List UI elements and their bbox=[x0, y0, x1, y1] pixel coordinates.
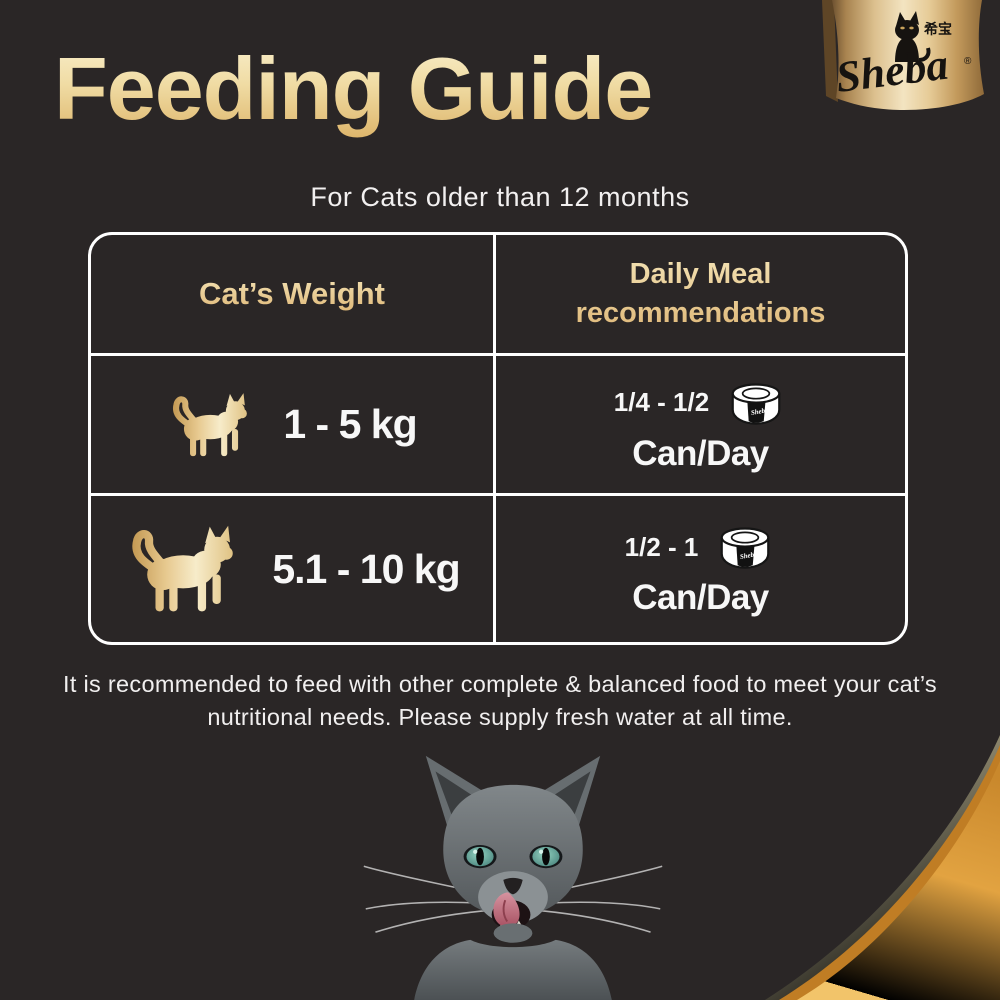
table-row-1-meal-cell: 1/4 - 1/2 Can/Day bbox=[496, 356, 905, 496]
cat-tongue bbox=[493, 892, 520, 927]
large-gold-cat-icon bbox=[124, 523, 244, 615]
swoosh-gold-fill bbox=[797, 761, 1000, 1000]
small-gold-cat-icon bbox=[167, 391, 255, 459]
sheba-logo-graphic: 希宝 Sheba ® bbox=[822, 0, 984, 110]
logo-chinese-text: 希宝 bbox=[924, 21, 952, 37]
sheba-logo: 希宝 Sheba ® bbox=[816, 0, 988, 114]
cat-tongue-groove bbox=[502, 899, 509, 923]
cat-photo bbox=[363, 755, 663, 1000]
feeding-note: It is recommended to feed with other com… bbox=[63, 671, 937, 730]
cat-right-eye bbox=[529, 844, 563, 869]
cat-nose bbox=[503, 877, 523, 895]
can-amount: 1/2 - 1 bbox=[624, 531, 699, 562]
can-unit: Can/Day bbox=[632, 433, 769, 473]
can-amount: 1/4 - 1/2 bbox=[613, 387, 710, 417]
cat-chin bbox=[493, 923, 533, 943]
gold-swoosh-decoration bbox=[765, 735, 1000, 1000]
sheba-can-icon bbox=[721, 527, 770, 569]
column-header-cats-weight: Cat’s Weight bbox=[91, 235, 496, 356]
logo-cat-icon bbox=[895, 11, 931, 62]
table-row-1-weight-cell: 1 - 5 kg bbox=[91, 356, 496, 496]
column-header-daily-meal: Daily Meal recommendations bbox=[496, 235, 905, 356]
table-row-2-weight-cell: 5.1 - 10 kg bbox=[91, 496, 496, 642]
can-unit: Can/Day bbox=[632, 578, 769, 617]
cat-head bbox=[443, 784, 583, 917]
weight-range: 1 - 5 kg bbox=[283, 401, 417, 447]
column-header-label: Cat’s Weight bbox=[198, 276, 385, 311]
logo-registered-mark: ® bbox=[964, 56, 972, 67]
cat-left-eye bbox=[463, 844, 497, 869]
feeding-table: Cat’s Weight Daily Meal recommendations … bbox=[88, 232, 908, 645]
sheba-can-icon bbox=[731, 382, 781, 425]
cat-body bbox=[414, 939, 612, 1000]
logo-side-fold bbox=[822, 0, 838, 102]
column-header-label: Daily Meal recommendations bbox=[541, 255, 861, 333]
weight-range: 5.1 - 10 kg bbox=[272, 545, 460, 592]
page-title: Feeding Guide bbox=[54, 39, 653, 138]
table-row-2-meal-cell: 1/2 - 1 Can/Day bbox=[496, 496, 905, 642]
page-subtitle: For Cats older than 12 months bbox=[310, 182, 690, 212]
